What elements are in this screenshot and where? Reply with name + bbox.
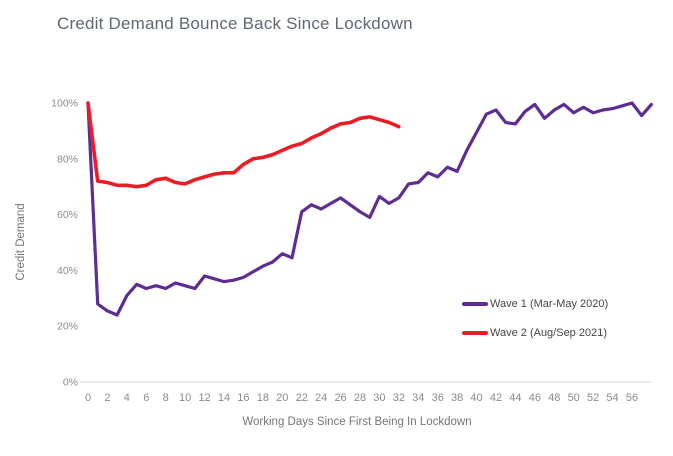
x-tick-label: 46 (529, 392, 541, 404)
x-tick-label: 16 (237, 392, 249, 404)
x-tick-label: 38 (451, 392, 463, 404)
x-tick-label: 30 (373, 392, 385, 404)
x-tick-label: 28 (354, 392, 366, 404)
wave2-line-swatch (462, 331, 488, 335)
x-tick-label: 44 (509, 392, 521, 404)
legend-item-wave2: Wave 2 (Aug/Sep 2021) (462, 326, 608, 340)
wave2-line (86, 101, 401, 189)
x-axis-title: Working Days Since First Being In Lockdo… (242, 416, 471, 428)
x-tick-label: 42 (490, 392, 502, 404)
x-tick-label: 0 (85, 392, 91, 404)
y-tick-label: 80% (57, 153, 78, 165)
legend-label-wave1: Wave 1 (Mar-May 2020) (490, 298, 609, 310)
x-tick-label: 32 (393, 392, 405, 404)
x-tick-label: 2 (104, 392, 110, 404)
y-tick-label: 100% (51, 98, 78, 110)
y-tick-label: 60% (57, 209, 78, 221)
x-tick-label: 10 (179, 392, 191, 404)
y-tick-label: 20% (57, 321, 78, 333)
wave1-line (86, 101, 654, 317)
x-tick-label: 48 (548, 392, 560, 404)
x-tick-label: 26 (334, 392, 346, 404)
x-tick-label: 52 (587, 392, 599, 404)
x-tick-label: 50 (568, 392, 580, 404)
x-tick-label: 4 (124, 392, 130, 404)
x-tick-label: 24 (315, 392, 327, 404)
x-tick-label: 14 (218, 392, 230, 404)
x-tick-label: 18 (257, 392, 269, 404)
y-tick-label: 0% (63, 377, 78, 389)
x-tick-label: 34 (412, 392, 424, 404)
x-tick-label: 8 (163, 392, 169, 404)
legend-label-wave2: Wave 2 (Aug/Sep 2021) (490, 327, 607, 339)
legend-item-wave1: Wave 1 (Mar-May 2020) (462, 297, 608, 311)
chart-legend: Wave 1 (Mar-May 2020) Wave 2 (Aug/Sep 20… (462, 297, 608, 355)
x-tick-label: 12 (198, 392, 210, 404)
x-tick-label: 6 (143, 392, 149, 404)
chart-title: Credit Demand Bounce Back Since Lockdown (57, 14, 413, 33)
x-tick-label: 20 (276, 392, 288, 404)
y-axis-title: Credit Demand (15, 203, 27, 280)
y-tick-label: 40% (57, 265, 78, 277)
wave1-line-swatch (462, 302, 488, 306)
x-tick-label: 36 (432, 392, 444, 404)
x-tick-label: 22 (296, 392, 308, 404)
x-tick-label: 54 (606, 392, 618, 404)
x-tick-label: 40 (470, 392, 482, 404)
x-tick-label: 56 (626, 392, 638, 404)
